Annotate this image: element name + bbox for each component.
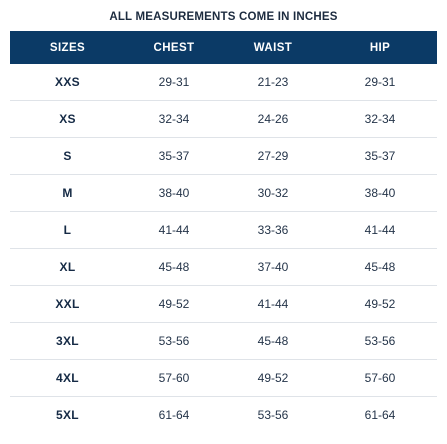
table-row: XL 45-48 37-40 45-48 [10,248,437,286]
table-row: 4XL 57-60 49-52 57-60 [10,359,437,397]
waist-cell: 27-29 [257,149,289,164]
waist-cell: 45-48 [257,333,289,348]
hip-cell: 57-60 [364,370,396,385]
table-row: 5XL 61-64 53-56 61-64 [10,396,437,433]
chest-cell: 41-44 [158,223,190,237]
table-body: XXS 29-31 21-23 29-31 XS 32-34 24-26 32-34 S 35-3… [10,64,437,433]
size-table: SIZES CHEST WAIST HIP XXS 29-31 21-23 29-31… [10,31,437,433]
size-cell: XL [59,259,76,274]
chest-cell: 53-56 [158,333,190,348]
column-header-chest: CHEST [153,41,195,54]
chest-cell: 29-31 [158,75,190,90]
table-row: L 41-44 33-36 41-44 [10,212,437,249]
hip-cell: 35-37 [364,149,396,164]
table-row: 3XL 53-56 45-48 53-56 [10,322,437,360]
size-cell: M [62,186,73,201]
header-row: SIZES CHEST WAIST HIP [10,31,437,64]
size-cell: L [63,223,72,237]
measurement-units-caption: ALL MEASUREMENTS COME IN INCHES [109,11,338,23]
waist-cell: 49-52 [257,370,289,385]
waist-cell: 24-26 [257,112,289,127]
hip-cell: 53-56 [364,333,396,348]
waist-cell: 30-32 [257,186,289,201]
hip-cell: 32-34 [364,112,396,127]
table-row: XXL 49-52 41-44 49-52 [10,285,437,323]
column-header-sizes: SIZES [49,41,86,54]
size-cell: 4XL [56,370,79,385]
waist-cell: 37-40 [257,259,289,274]
hip-cell: 41-44 [364,223,396,237]
table-header: SIZES CHEST WAIST HIP [10,31,437,64]
table-row: S 35-37 27-29 35-37 [10,138,437,175]
table-row: M 38-40 30-32 38-40 [10,175,437,212]
waist-cell: 21-23 [257,75,289,90]
chest-cell: 38-40 [158,186,190,201]
hip-cell: 45-48 [364,259,396,274]
size-cell: S [63,149,72,164]
size-cell: XXL [55,296,80,311]
hip-cell: 49-52 [364,296,396,311]
chest-cell: 61-64 [158,407,190,422]
size-cell: 5XL [56,407,79,422]
table-row: XS 32-34 24-26 32-34 [10,101,437,138]
hip-cell: 29-31 [364,75,396,90]
waist-cell: 53-56 [257,407,289,422]
chest-cell: 35-37 [158,149,190,164]
column-header-hip: HIP [369,41,391,54]
size-cell: XXS [55,75,80,90]
size-cell: XS [59,112,76,127]
column-header-waist: WAIST [253,41,293,54]
chest-cell: 45-48 [158,259,190,274]
waist-cell: 33-36 [257,223,289,237]
table-row: XXS 29-31 21-23 29-31 [10,64,437,101]
chest-cell: 32-34 [158,112,190,127]
hip-cell: 61-64 [364,407,396,422]
chest-cell: 57-60 [158,370,190,385]
chest-cell: 49-52 [158,296,190,311]
size-cell: 3XL [56,333,79,348]
waist-cell: 41-44 [257,296,289,311]
hip-cell: 38-40 [364,186,396,201]
